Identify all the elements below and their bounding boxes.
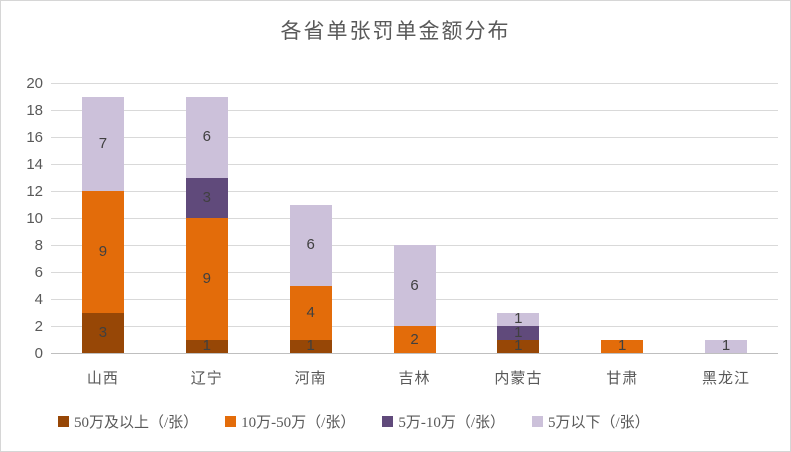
data-label: 6 [202, 128, 211, 145]
data-label: 3 [202, 188, 211, 206]
legend-label: 10万-50万（/张） [241, 415, 356, 431]
x-axis-category-label: 甘肃 [606, 371, 639, 387]
data-label: 1 [514, 337, 523, 355]
data-label: 2 [410, 330, 419, 348]
x-axis-category-label: 吉林 [398, 371, 431, 387]
bar-segment: 1 [289, 337, 332, 355]
data-label: 1 [618, 337, 627, 355]
bar-segment: 6 [289, 204, 332, 286]
gridline [51, 191, 778, 192]
legend-swatch-icon [58, 416, 69, 427]
data-label: 4 [306, 303, 315, 321]
bar-segment: 3 [185, 177, 228, 218]
y-axis-tick-label: 18 [26, 102, 43, 119]
bar-segment: 1 [601, 337, 644, 355]
data-label: 6 [410, 276, 419, 294]
y-axis-tick-label: 8 [34, 237, 43, 254]
data-label: 9 [202, 269, 211, 287]
gridline [51, 83, 778, 84]
legend-item: 10万-50万（/张） [225, 411, 355, 432]
x-axis-line [51, 353, 778, 354]
y-axis-tick-label: 2 [34, 318, 43, 335]
bar-segment: 3 [81, 312, 124, 353]
legend-label: 5万以下（/张） [548, 415, 650, 431]
bar-segment: 1 [185, 337, 228, 355]
bar-segment: 1 [497, 323, 540, 341]
legend-item: 5万以下（/张） [532, 411, 650, 432]
y-axis-tick-label: 12 [26, 183, 43, 200]
bar-segment: 6 [185, 96, 228, 178]
x-axis-category-label: 山西 [86, 371, 119, 387]
y-axis-tick-label: 4 [34, 291, 43, 308]
bar-segment: 4 [289, 285, 332, 340]
data-label: 1 [202, 337, 211, 355]
chart-title: 各省单张罚单金额分布 [280, 19, 511, 43]
bar-segment: 1 [497, 337, 540, 355]
legend-item: 5万-10万（/张） [382, 411, 505, 432]
y-axis-tick-label: 10 [26, 210, 43, 227]
y-axis-tick-label: 16 [26, 129, 43, 146]
bar-segment: 9 [185, 218, 228, 340]
bar-segment: 9 [81, 191, 124, 313]
bar-segment: 1 [497, 310, 540, 328]
x-axis-category-label: 黑龙江 [702, 371, 751, 387]
gridline [51, 137, 778, 138]
data-label: 3 [98, 323, 108, 341]
legend-swatch-icon [532, 416, 544, 427]
data-label: 1 [514, 323, 523, 341]
legend-label: 5万-10万（/张） [398, 415, 506, 431]
legend-label: 50万及以上（/张） [74, 415, 199, 431]
data-label: 9 [98, 242, 108, 260]
legend-swatch-icon [382, 416, 394, 427]
gridline [51, 164, 778, 165]
legend-swatch-icon [225, 416, 237, 427]
legend: 50万及以上（/张） 10万-50万（/张） 5万-10万（/张） 5万以下（/张） [58, 411, 650, 432]
y-axis-tick-label: 20 [26, 75, 43, 92]
y-axis-tick-label: 14 [26, 156, 43, 173]
y-axis-tick-label: 6 [34, 264, 43, 281]
data-label: 1 [721, 337, 731, 355]
data-label: 6 [306, 236, 315, 253]
bar-segment: 2 [393, 326, 436, 353]
bar-segment: 6 [393, 245, 436, 326]
bar-segment: 7 [81, 96, 124, 191]
data-label: 7 [98, 134, 108, 152]
legend-item: 50万及以上（/张） [58, 411, 198, 432]
data-label: 1 [306, 337, 315, 355]
x-axis-category-label: 辽宁 [190, 371, 223, 387]
bar-segment: 1 [705, 337, 748, 355]
x-axis-category-label: 内蒙古 [494, 371, 543, 387]
y-axis-tick-label: 0 [34, 345, 43, 362]
gridline [51, 218, 778, 219]
gridline [51, 110, 778, 111]
x-axis-category-label: 河南 [294, 371, 327, 387]
data-label: 1 [514, 310, 523, 328]
